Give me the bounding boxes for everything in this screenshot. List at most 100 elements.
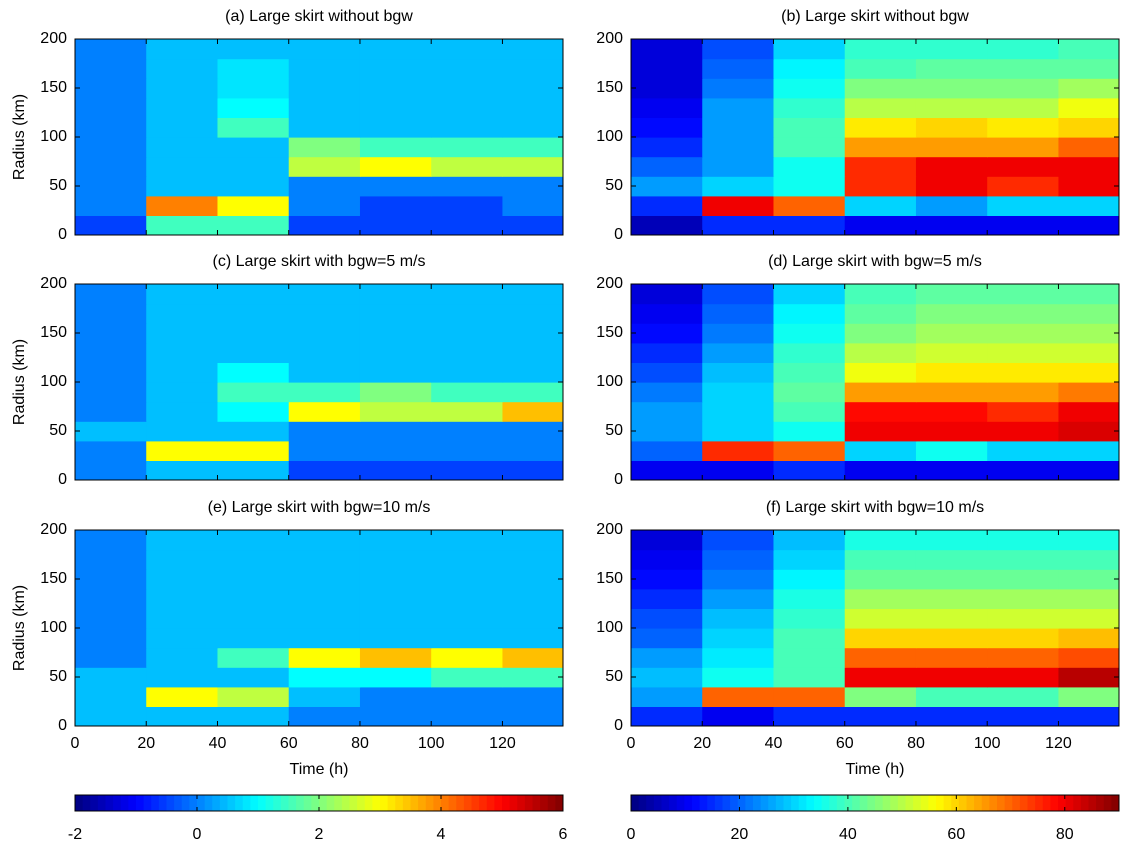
heat-cell bbox=[844, 137, 917, 158]
y-tick-label: 200 bbox=[596, 275, 623, 292]
heat-cell bbox=[146, 706, 219, 726]
heat-cell bbox=[288, 401, 361, 422]
heat-cell bbox=[773, 667, 846, 688]
heat-cell bbox=[844, 628, 917, 649]
x-axis-label: Time (h) bbox=[846, 761, 905, 778]
heat-cell bbox=[146, 117, 219, 138]
heat-cell bbox=[217, 78, 290, 99]
y-tick-label: 200 bbox=[40, 521, 67, 538]
heat-cell bbox=[217, 401, 290, 422]
colorbar-swatch bbox=[890, 795, 899, 811]
heat-cell bbox=[1058, 440, 1119, 461]
heat-cell bbox=[915, 342, 988, 363]
colorbar-swatch bbox=[128, 795, 137, 811]
x-axis-label: Time (h) bbox=[290, 761, 349, 778]
heat-cell bbox=[502, 362, 563, 383]
heat-cell bbox=[217, 284, 290, 305]
heat-cell bbox=[702, 195, 775, 216]
heat-cell bbox=[75, 421, 147, 442]
heat-cell bbox=[844, 58, 917, 79]
heat-cell bbox=[987, 588, 1060, 609]
colorbar-swatch bbox=[235, 795, 244, 811]
colorbar-swatch bbox=[204, 795, 213, 811]
heat-cell bbox=[359, 549, 432, 570]
colorbar-swatch bbox=[646, 795, 655, 811]
y-tick-label: 200 bbox=[596, 30, 623, 47]
heat-cell bbox=[987, 303, 1060, 324]
heat-cell bbox=[359, 530, 432, 551]
heat-cell bbox=[773, 362, 846, 383]
heat-cell bbox=[431, 608, 504, 629]
heat-cell bbox=[288, 549, 361, 570]
heat-cell bbox=[217, 628, 290, 649]
heat-cell bbox=[217, 530, 290, 551]
colorbar-swatch bbox=[875, 795, 884, 811]
heat-cell bbox=[702, 97, 775, 118]
heat-cell bbox=[773, 706, 846, 726]
panel-title: (c) Large skirt with bgw=5 m/s bbox=[213, 253, 426, 270]
heat-cell bbox=[702, 382, 775, 403]
colorbar-swatch bbox=[798, 795, 807, 811]
heat-cell bbox=[1058, 401, 1119, 422]
colorbar-swatch bbox=[631, 795, 640, 811]
heat-cell bbox=[502, 215, 563, 235]
colorbar-swatch bbox=[250, 795, 259, 811]
heat-cell bbox=[1058, 284, 1119, 305]
y-tick-label: 200 bbox=[596, 521, 623, 538]
colorbar-swatch bbox=[760, 795, 769, 811]
heat-cell bbox=[915, 117, 988, 138]
colorbar-swatch bbox=[1073, 795, 1082, 811]
heat-cell bbox=[146, 78, 219, 99]
x-tick-label: 60 bbox=[836, 735, 854, 752]
heat-cell bbox=[431, 303, 504, 324]
heat-cell bbox=[773, 382, 846, 403]
heat-cell bbox=[915, 401, 988, 422]
heat-cell bbox=[217, 440, 290, 461]
heat-cell bbox=[702, 460, 775, 480]
heat-cell bbox=[359, 323, 432, 344]
heat-cell bbox=[631, 549, 703, 570]
colorbar-swatch bbox=[1004, 795, 1013, 811]
heat-cell bbox=[359, 342, 432, 363]
heat-cell bbox=[1058, 686, 1119, 707]
colorbar-swatch bbox=[936, 795, 945, 811]
heat-cell bbox=[702, 215, 775, 235]
heat-cell bbox=[288, 460, 361, 480]
heat-cell bbox=[502, 440, 563, 461]
heat-cell bbox=[146, 342, 219, 363]
colorbar-swatch bbox=[151, 795, 160, 811]
heat-cell bbox=[146, 608, 219, 629]
heat-cell bbox=[702, 588, 775, 609]
colorbar-swatch bbox=[136, 795, 145, 811]
colorbar-tick-label: 2 bbox=[315, 826, 324, 843]
colorbar-swatch bbox=[357, 795, 366, 811]
colorbar-swatch bbox=[547, 795, 556, 811]
heat-cell bbox=[288, 382, 361, 403]
heat-cell bbox=[75, 215, 147, 235]
heat-cell bbox=[288, 39, 361, 60]
colorbar-swatch bbox=[349, 795, 358, 811]
colorbar-swatch bbox=[814, 795, 823, 811]
heat-cell bbox=[844, 460, 917, 480]
heat-cell bbox=[702, 323, 775, 344]
heatmap bbox=[75, 39, 563, 235]
heat-cell bbox=[502, 608, 563, 629]
heat-cell bbox=[702, 440, 775, 461]
heat-cell bbox=[773, 440, 846, 461]
panel-title: (a) Large skirt without bgw bbox=[225, 8, 413, 25]
heat-cell bbox=[631, 39, 703, 60]
heat-cell bbox=[146, 628, 219, 649]
y-tick-label: 150 bbox=[596, 79, 623, 96]
heat-cell bbox=[359, 58, 432, 79]
heat-cell bbox=[1058, 195, 1119, 216]
heat-cell bbox=[631, 78, 703, 99]
colorbar-tick-label: 60 bbox=[947, 826, 965, 843]
colorbar-swatch bbox=[1080, 795, 1089, 811]
colorbar-swatch bbox=[1012, 795, 1021, 811]
heat-cell bbox=[773, 647, 846, 668]
colorbar-swatch bbox=[174, 795, 183, 811]
colorbar-swatch bbox=[494, 795, 503, 811]
heat-cell bbox=[702, 706, 775, 726]
heat-cell bbox=[1058, 176, 1119, 197]
heat-cell bbox=[844, 706, 917, 726]
